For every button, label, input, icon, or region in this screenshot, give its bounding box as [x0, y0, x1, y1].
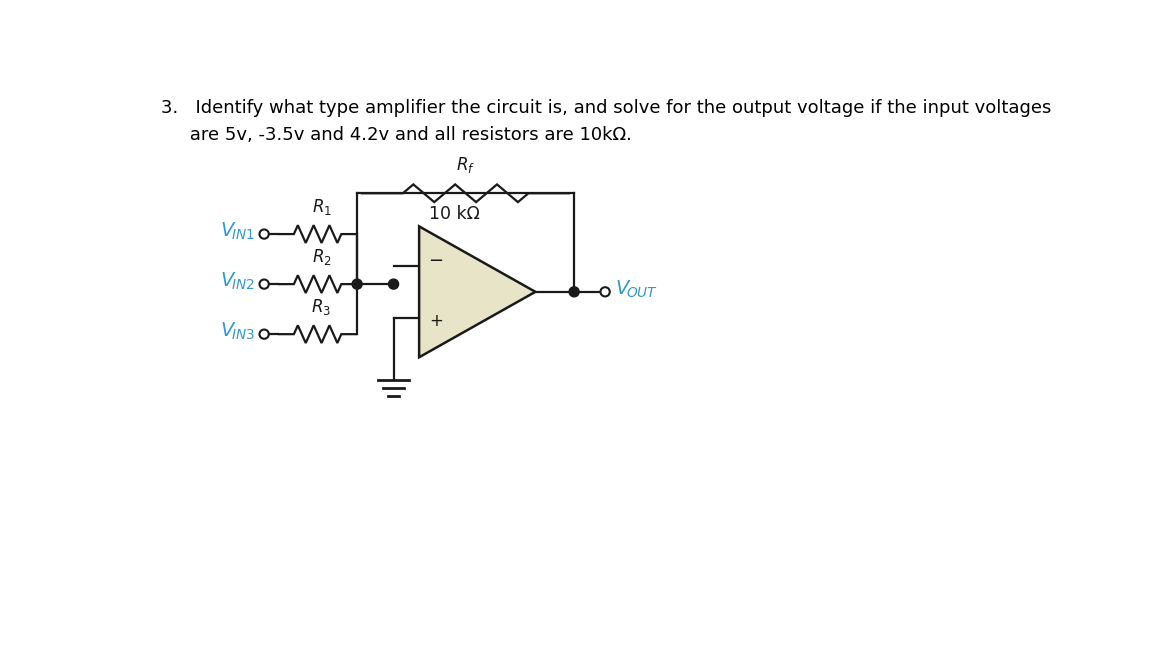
Circle shape	[388, 279, 399, 289]
Circle shape	[600, 287, 609, 296]
Circle shape	[259, 279, 268, 289]
Text: are 5v, -3.5v and 4.2v and all resistors are 10kΩ.: are 5v, -3.5v and 4.2v and all resistors…	[161, 126, 632, 145]
Text: −: −	[429, 252, 444, 270]
Text: $R_2$: $R_2$	[311, 247, 332, 267]
Text: 10 kΩ: 10 kΩ	[429, 205, 479, 223]
Text: $R_f$: $R_f$	[456, 155, 475, 175]
Circle shape	[259, 229, 268, 238]
Text: $V_{\!\mathit{IN1}}$: $V_{\!\mathit{IN1}}$	[220, 220, 255, 242]
Text: $V_{\!\mathit{IN2}}$: $V_{\!\mathit{IN2}}$	[220, 270, 255, 292]
Circle shape	[259, 330, 268, 339]
Circle shape	[353, 279, 362, 289]
Circle shape	[569, 287, 579, 297]
Text: $V_{\!\mathit{IN3}}$: $V_{\!\mathit{IN3}}$	[220, 321, 255, 341]
Text: 3.   Identify what type amplifier the circuit is, and solve for the output volta: 3. Identify what type amplifier the circ…	[161, 99, 1052, 117]
Polygon shape	[419, 226, 536, 357]
Text: +: +	[430, 312, 444, 330]
Text: $R_3$: $R_3$	[311, 297, 332, 318]
Text: $R_1$: $R_1$	[311, 197, 332, 217]
Text: $V_{\!\mathit{OUT}}$: $V_{\!\mathit{OUT}}$	[615, 279, 658, 300]
